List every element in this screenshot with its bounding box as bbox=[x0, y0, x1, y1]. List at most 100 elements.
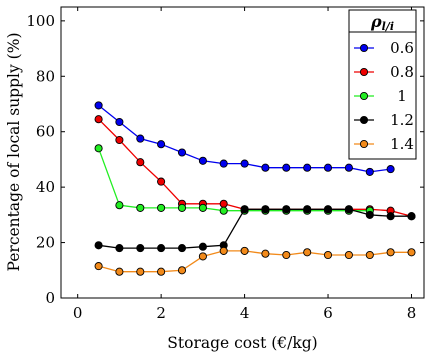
data-point bbox=[344, 250, 353, 260]
legend-entry: 1 bbox=[354, 87, 407, 105]
plot-frame bbox=[60, 6, 425, 299]
data-point bbox=[407, 212, 416, 221]
data-point bbox=[303, 205, 312, 214]
data-point bbox=[365, 210, 374, 219]
series-layer bbox=[94, 101, 416, 276]
data-point bbox=[365, 250, 374, 260]
data-point bbox=[344, 205, 353, 214]
legend-swatch-marker bbox=[359, 115, 369, 125]
legend-title-subscript: l/i bbox=[382, 20, 394, 33]
data-point bbox=[261, 163, 270, 172]
data-point bbox=[177, 244, 187, 253]
data-point bbox=[177, 203, 187, 212]
legend-label: 0.8 bbox=[390, 63, 414, 81]
data-point bbox=[198, 156, 207, 165]
data-point bbox=[386, 248, 395, 257]
data-point bbox=[94, 262, 103, 271]
legend-entry: 1.2 bbox=[354, 111, 414, 129]
series-5 bbox=[94, 246, 416, 276]
data-point bbox=[282, 250, 291, 260]
data-point bbox=[136, 267, 145, 276]
legend-swatch-marker bbox=[359, 67, 369, 77]
series-3 bbox=[94, 144, 374, 215]
data-point bbox=[219, 246, 228, 255]
y-axis-title: Percentage of local supply (%) bbox=[5, 33, 23, 272]
data-point bbox=[177, 266, 187, 275]
data-point bbox=[136, 134, 145, 143]
data-point bbox=[323, 163, 333, 172]
legend-box bbox=[348, 9, 417, 160]
legend-entries: 0.6 0.8 1 1.2 1.4 bbox=[354, 39, 414, 153]
legend: ρl/i 0.6 0.8 1 1.2 1.4 bbox=[348, 9, 417, 160]
data-point bbox=[261, 249, 270, 258]
data-point bbox=[94, 115, 103, 124]
x-axis-title: Storage cost (€/kg) bbox=[167, 334, 317, 352]
legend-entry: 0.6 bbox=[354, 39, 414, 57]
data-point bbox=[136, 244, 145, 253]
data-point bbox=[157, 267, 166, 276]
y-tick-label: 80 bbox=[36, 67, 55, 85]
data-point bbox=[323, 250, 333, 260]
data-point bbox=[407, 248, 416, 257]
y-tick-label: 20 bbox=[36, 234, 55, 252]
legend-label: 1 bbox=[397, 87, 407, 105]
data-point bbox=[94, 241, 103, 250]
x-tick-label: 6 bbox=[323, 304, 333, 322]
data-point bbox=[219, 206, 228, 215]
legend-entry: 1.4 bbox=[354, 135, 414, 153]
data-point bbox=[240, 159, 249, 168]
x-tick-label: 4 bbox=[240, 304, 250, 322]
x-tick-label: 8 bbox=[407, 304, 417, 322]
data-point bbox=[282, 205, 291, 214]
data-point bbox=[198, 252, 207, 261]
data-point bbox=[157, 140, 166, 149]
y-tick-label: 0 bbox=[45, 289, 55, 307]
data-point bbox=[177, 148, 187, 157]
data-point bbox=[240, 205, 249, 214]
data-point bbox=[157, 203, 166, 212]
data-point bbox=[136, 203, 145, 212]
series-line bbox=[98, 208, 412, 249]
legend-label: 0.6 bbox=[390, 39, 414, 57]
series-line bbox=[97, 148, 370, 212]
data-point bbox=[303, 248, 312, 257]
data-point bbox=[198, 203, 207, 212]
data-point bbox=[344, 163, 353, 172]
x-tick-label: 2 bbox=[156, 304, 166, 322]
data-point bbox=[94, 144, 103, 153]
data-point bbox=[261, 205, 270, 214]
data-point bbox=[157, 244, 166, 253]
series-1 bbox=[94, 101, 395, 176]
data-point bbox=[386, 212, 395, 221]
legend-title-symbol: ρ bbox=[370, 12, 382, 31]
data-point bbox=[115, 267, 124, 276]
data-point bbox=[157, 177, 166, 186]
data-point bbox=[198, 242, 207, 251]
data-point bbox=[115, 201, 124, 210]
y-tick-label: 100 bbox=[26, 12, 55, 30]
legend-swatch-marker bbox=[359, 91, 369, 101]
data-point bbox=[219, 159, 228, 168]
data-point bbox=[323, 205, 333, 214]
y-tick-label: 60 bbox=[36, 123, 55, 141]
legend-entry: 0.8 bbox=[354, 63, 414, 81]
data-point bbox=[303, 163, 312, 172]
series-4 bbox=[94, 205, 416, 253]
legend-swatch-marker bbox=[359, 43, 369, 53]
data-point bbox=[219, 199, 228, 208]
legend-swatch-marker bbox=[359, 139, 369, 149]
data-point bbox=[115, 244, 124, 253]
data-point bbox=[365, 167, 374, 176]
x-tick-label: 0 bbox=[73, 304, 83, 322]
data-point bbox=[115, 117, 124, 127]
legend-title: ρl/i bbox=[370, 12, 394, 33]
y-tick-label: 40 bbox=[36, 178, 55, 196]
data-point bbox=[94, 101, 103, 110]
series-line bbox=[98, 250, 412, 273]
data-point bbox=[240, 246, 249, 255]
data-point bbox=[136, 158, 145, 167]
data-point bbox=[386, 165, 395, 174]
